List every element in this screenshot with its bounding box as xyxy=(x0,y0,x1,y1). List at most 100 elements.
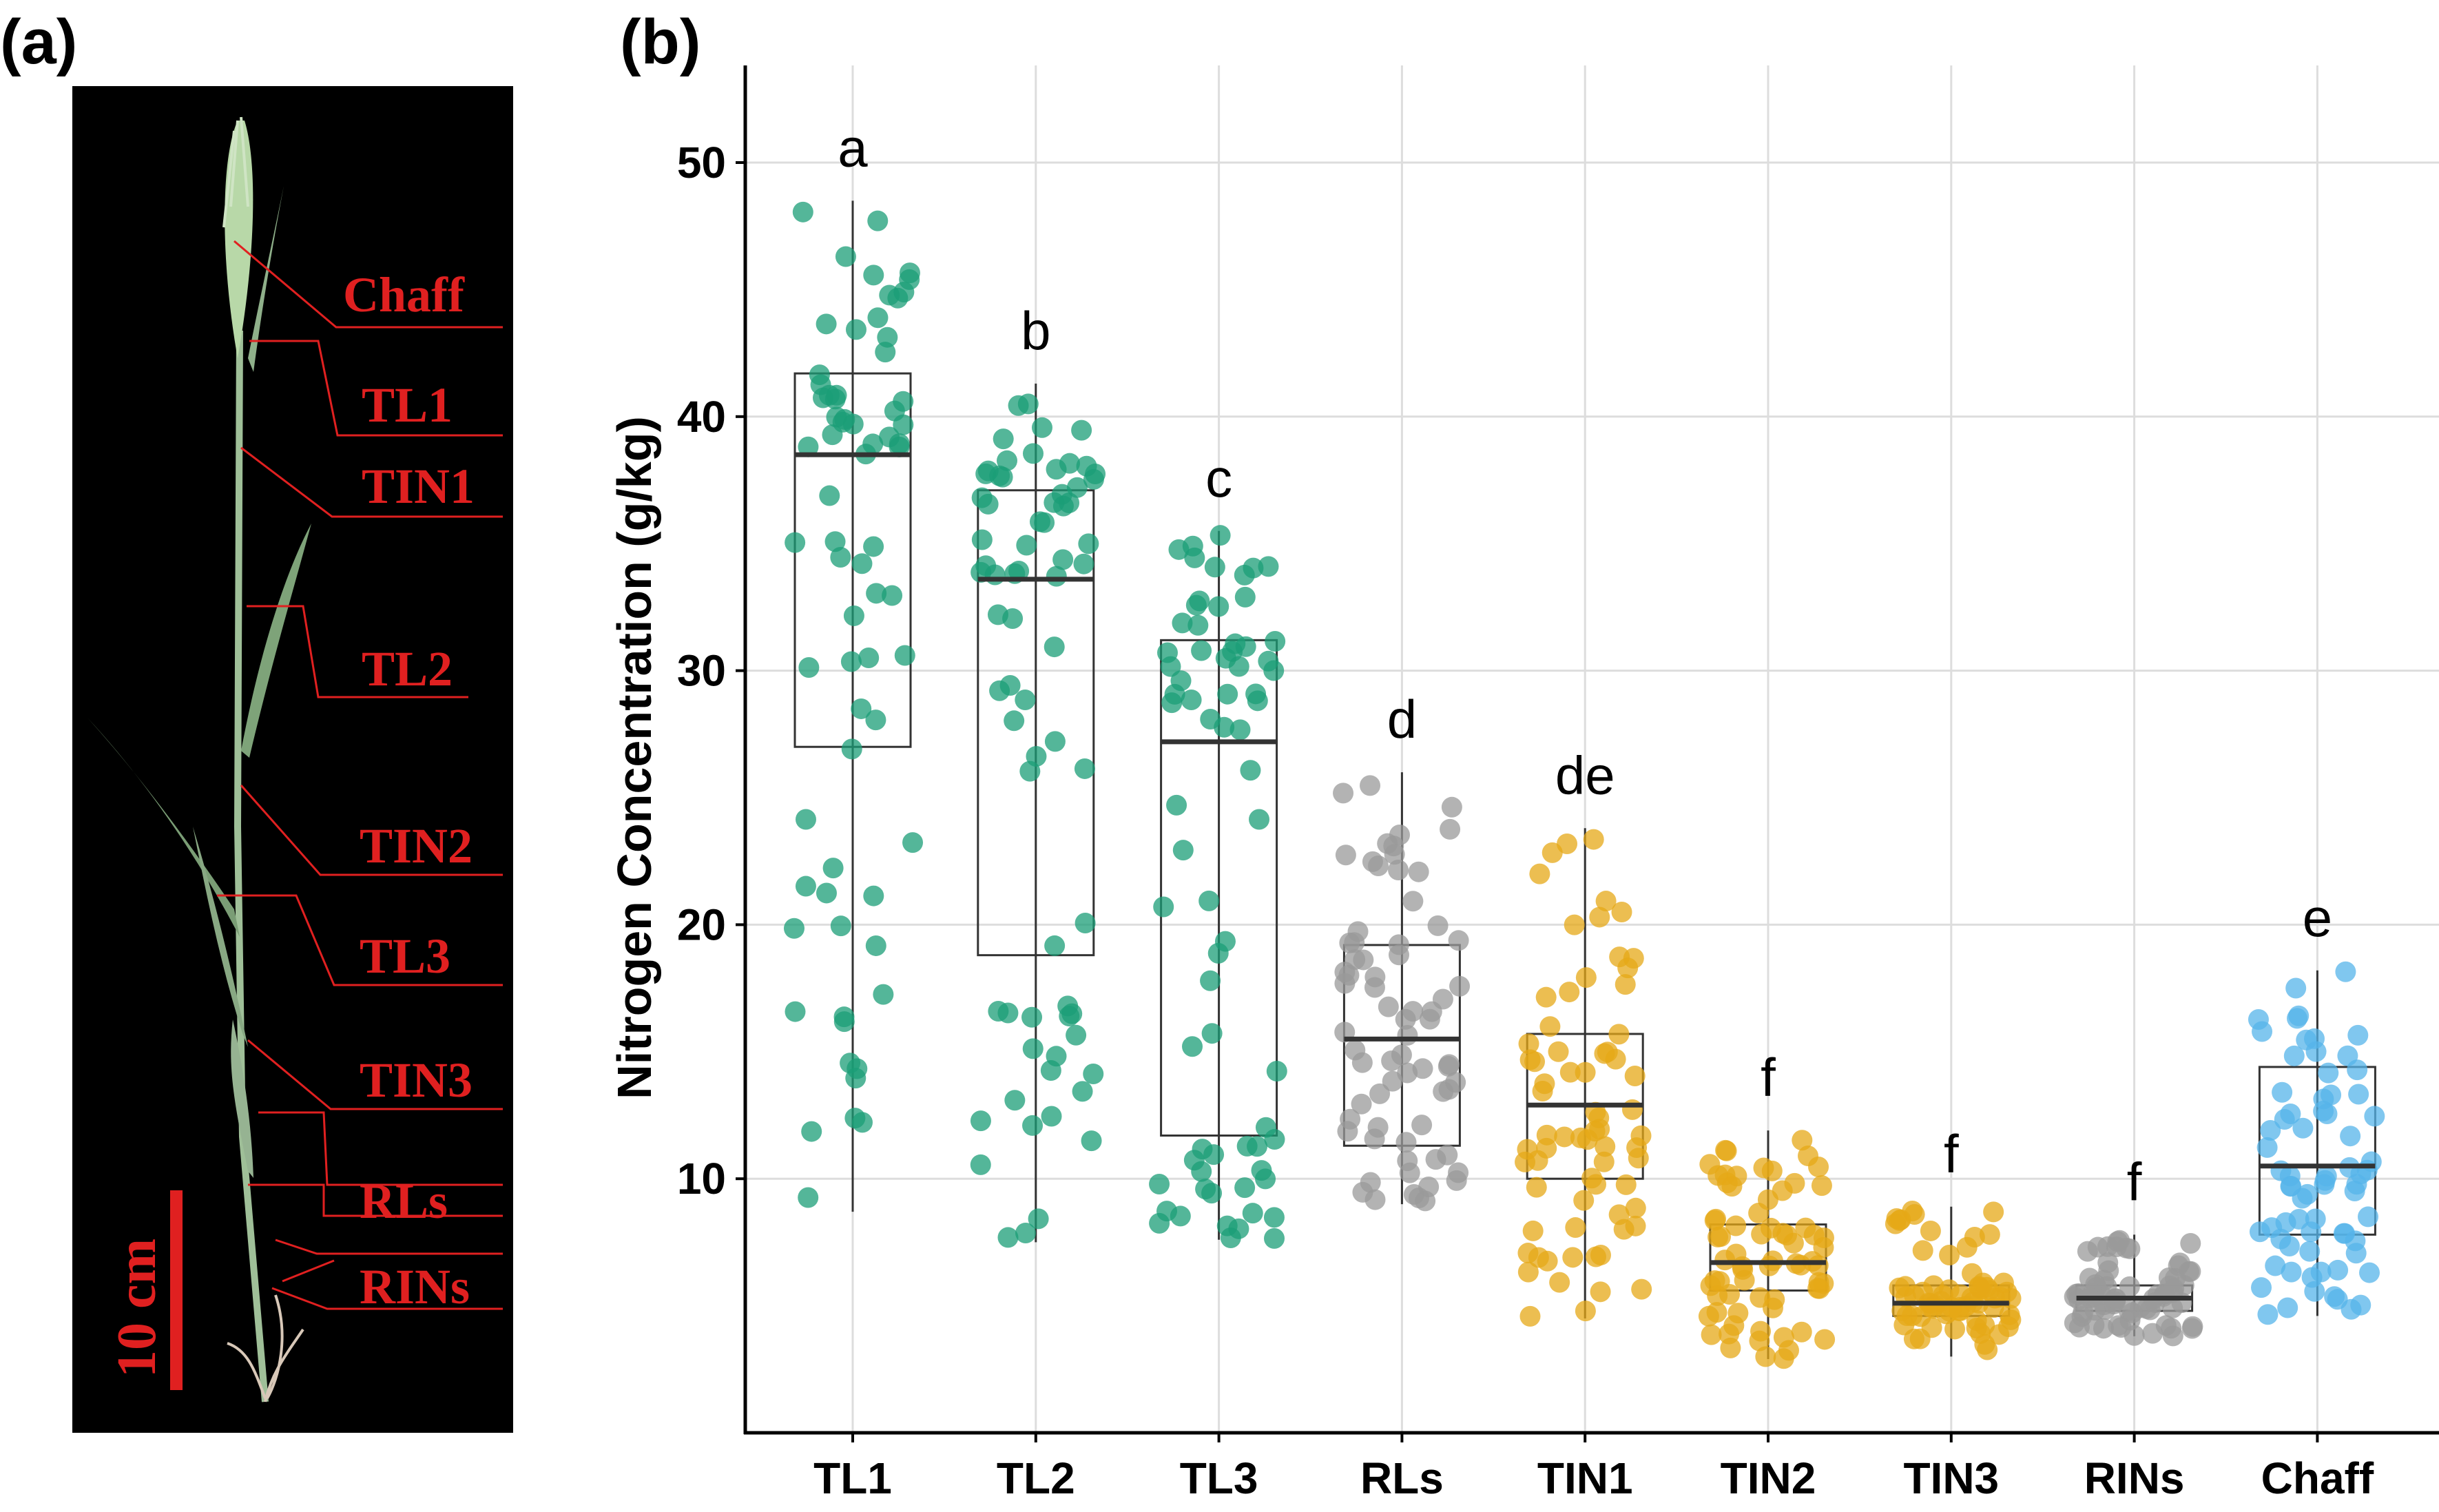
data-point xyxy=(1719,1283,1741,1305)
data-point xyxy=(2000,1309,2022,1330)
data-point xyxy=(2119,1238,2141,1259)
data-point xyxy=(1044,636,1065,658)
data-point xyxy=(840,651,862,672)
data-point xyxy=(1904,1204,1925,1225)
data-point xyxy=(1554,1126,1575,1148)
y-axis-label: Nitrogen Concentration (g/kg) xyxy=(608,416,661,1099)
x-tick-label: TL2 xyxy=(997,1453,1075,1503)
data-point xyxy=(1575,1301,1596,1322)
data-point xyxy=(1041,1106,1062,1127)
data-point xyxy=(893,391,914,412)
data-point xyxy=(875,342,896,363)
data-point xyxy=(816,313,837,335)
data-point xyxy=(1403,1184,1424,1205)
data-point xyxy=(1249,809,1270,830)
data-point xyxy=(1170,1205,1191,1227)
data-point xyxy=(988,1000,1009,1022)
data-point xyxy=(1044,731,1066,752)
data-point xyxy=(1263,1207,1285,1228)
data-point xyxy=(873,984,894,1005)
significance-letter: f xyxy=(1944,1123,1959,1184)
data-point xyxy=(1446,1170,1467,1191)
data-point xyxy=(1976,1276,1997,1298)
data-point xyxy=(1251,1160,1272,1181)
data-point xyxy=(1004,1090,1026,1111)
significance-letter: de xyxy=(1555,745,1615,805)
data-point xyxy=(863,885,884,907)
data-point xyxy=(783,918,805,939)
data-point xyxy=(1720,1337,1741,1358)
data-point xyxy=(1339,932,1360,953)
data-point xyxy=(1378,996,1399,1017)
data-point xyxy=(2087,1236,2108,1258)
data-point xyxy=(1979,1224,2000,1245)
data-point xyxy=(1727,1303,1749,1324)
data-point xyxy=(2348,1084,2369,1105)
data-point xyxy=(1605,1048,1626,1070)
panel-a-label: (a) xyxy=(0,7,77,77)
data-point xyxy=(2321,1084,2342,1106)
data-point xyxy=(1234,1177,1256,1199)
data-point xyxy=(1630,1125,1652,1146)
y-tick-label: 50 xyxy=(677,138,726,187)
data-point xyxy=(1983,1201,2004,1223)
data-point xyxy=(1438,1055,1459,1077)
data-point xyxy=(1046,1046,1067,1067)
box-group-rins: f xyxy=(2064,1151,2203,1347)
y-tick-label: 30 xyxy=(677,646,726,696)
data-point xyxy=(1075,913,1096,934)
data-point xyxy=(1044,935,1066,956)
data-point xyxy=(1608,1024,1630,1045)
data-point xyxy=(841,738,862,760)
data-point xyxy=(970,1154,991,1175)
data-point xyxy=(833,1011,855,1033)
data-point xyxy=(1395,1132,1417,1153)
box-group-tl1: a xyxy=(783,117,924,1212)
data-point xyxy=(1388,860,1409,881)
data-point xyxy=(989,465,1010,486)
data-point xyxy=(867,210,889,231)
data-point xyxy=(902,832,924,853)
data-point xyxy=(2272,1081,2293,1103)
data-point xyxy=(1701,1324,1722,1345)
data-point xyxy=(2340,1126,2361,1147)
data-point xyxy=(792,201,813,222)
data-point xyxy=(2333,1223,2354,1244)
data-point xyxy=(1191,1161,1212,1182)
data-point xyxy=(1066,477,1088,498)
data-point xyxy=(1352,1181,1373,1203)
data-point xyxy=(899,262,920,284)
data-point xyxy=(1225,633,1246,654)
data-point xyxy=(2283,1045,2305,1066)
data-point xyxy=(1247,690,1268,712)
box xyxy=(977,489,1095,957)
data-point xyxy=(1564,914,1585,935)
label-rins: RINs xyxy=(360,1259,470,1314)
data-point xyxy=(1367,1117,1389,1138)
box-group-tl2: b xyxy=(970,300,1106,1248)
data-point xyxy=(798,1187,819,1208)
data-point xyxy=(1749,1330,1770,1352)
data-point xyxy=(1153,896,1174,918)
x-axis-ticks: TL1 TL2 TL3 RLs TIN1 TIN2 TIN3 RINs Chaff xyxy=(813,1453,2374,1503)
plot-area: a b c d de f f f e xyxy=(783,117,2385,1369)
data-point xyxy=(830,915,851,937)
data-point xyxy=(2341,1298,2362,1320)
data-point xyxy=(2121,1302,2143,1323)
data-point xyxy=(865,935,886,956)
data-point xyxy=(2359,1262,2380,1283)
data-point xyxy=(2305,1208,2326,1230)
data-point xyxy=(1243,557,1264,579)
data-point xyxy=(1210,525,1231,546)
data-point xyxy=(1912,1281,1933,1303)
data-point xyxy=(858,647,880,668)
leaf-5 xyxy=(231,1019,253,1178)
data-point xyxy=(2292,1188,2313,1209)
data-point xyxy=(1725,1243,1747,1265)
data-point xyxy=(1185,594,1207,616)
box-group-tin3: f xyxy=(1885,1123,2022,1360)
data-point xyxy=(1921,1317,1942,1338)
data-point xyxy=(2261,1217,2283,1239)
data-point xyxy=(1182,535,1203,557)
data-point xyxy=(845,319,866,340)
